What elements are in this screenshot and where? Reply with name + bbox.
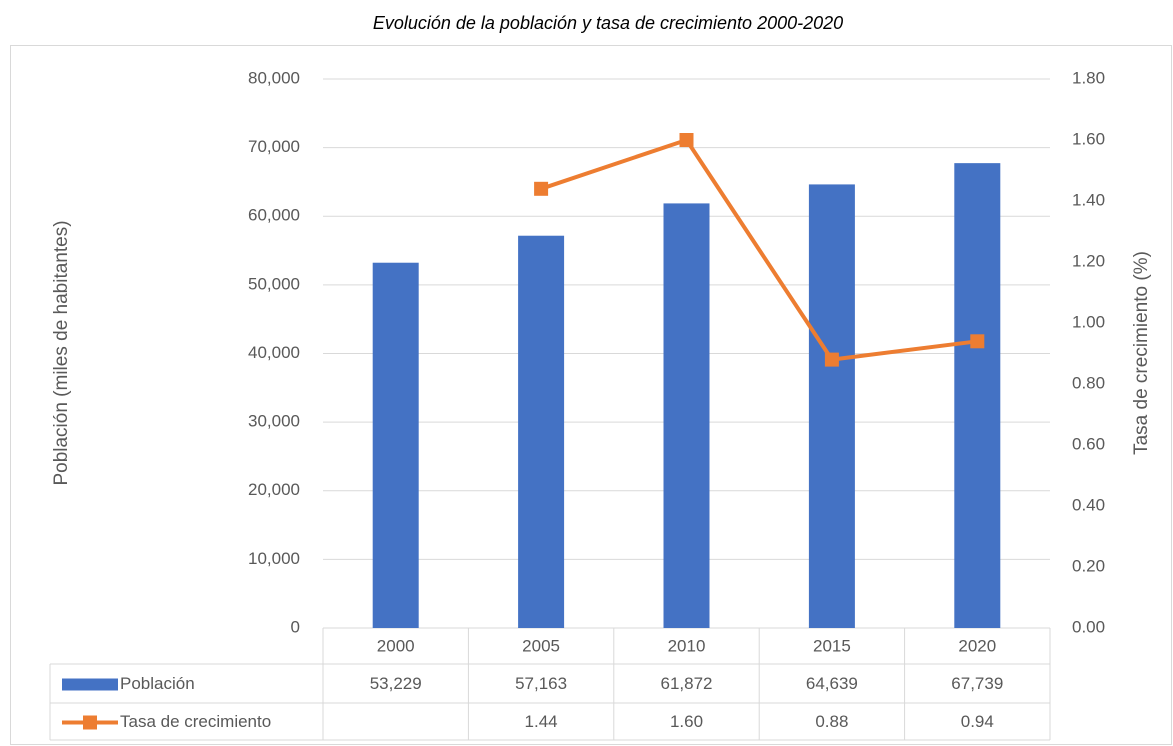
data-label: 64,639 bbox=[806, 674, 858, 693]
x-tick-label: 2010 bbox=[668, 636, 706, 655]
y2-tick-label: 1.40 bbox=[1072, 190, 1105, 209]
legend-key bbox=[62, 678, 118, 691]
x-tick-label: 2020 bbox=[958, 636, 996, 655]
y-tick-label: 50,000 bbox=[248, 274, 300, 293]
y-tick-label: 30,000 bbox=[248, 412, 300, 431]
y-tick-label: 20,000 bbox=[248, 480, 300, 499]
y2-tick-label: 1.20 bbox=[1072, 251, 1105, 270]
data-label: 67,739 bbox=[951, 674, 1003, 693]
marker bbox=[970, 334, 985, 349]
y2-tick-label: 1.60 bbox=[1072, 129, 1105, 148]
x-tick-label: 2000 bbox=[377, 636, 415, 655]
y2-tick-label: 1.80 bbox=[1072, 68, 1105, 87]
y2-tick-label: 1.00 bbox=[1072, 312, 1105, 331]
bar bbox=[808, 184, 855, 628]
bar bbox=[372, 262, 419, 628]
y-tick-label: 0 bbox=[291, 617, 300, 636]
y2-tick-label: 0.40 bbox=[1072, 495, 1105, 514]
line bbox=[540, 138, 978, 362]
data-label: 53,229 bbox=[370, 674, 422, 693]
bar bbox=[954, 163, 1001, 628]
data-label: 1.44 bbox=[525, 712, 558, 731]
x-tick-label: 2015 bbox=[813, 636, 851, 655]
x-tick-label: 2005 bbox=[522, 636, 560, 655]
y2-tick-label: 0.80 bbox=[1072, 373, 1105, 392]
data-label: 61,872 bbox=[661, 674, 713, 693]
bar bbox=[663, 203, 710, 629]
data-label: 0.88 bbox=[815, 712, 848, 731]
legend-label: Tasa de crecimiento bbox=[120, 712, 271, 731]
legend-label: Población bbox=[120, 674, 195, 693]
y2-tick-label: 0.00 bbox=[1072, 617, 1105, 636]
y-tick-label: 80,000 bbox=[248, 68, 300, 87]
data-label: 57,163 bbox=[515, 674, 567, 693]
data-label: 1.60 bbox=[670, 712, 703, 731]
chart-border bbox=[10, 45, 1172, 745]
y2-axis-title: Tasa de crecimiento (%) bbox=[1131, 251, 1152, 455]
y-tick-label: 10,000 bbox=[248, 549, 300, 568]
y2-tick-label: 0.60 bbox=[1072, 434, 1105, 453]
bar bbox=[518, 235, 565, 628]
y2-tick-label: 0.20 bbox=[1072, 556, 1105, 575]
marker bbox=[679, 133, 694, 147]
marker bbox=[534, 181, 549, 196]
y-axis-title: Población (miles de habitantes) bbox=[51, 220, 72, 485]
data-label: 0.94 bbox=[961, 712, 994, 731]
y-tick-label: 60,000 bbox=[248, 206, 300, 225]
legend-key bbox=[83, 715, 97, 730]
chart-title: Evolución de la población y tasa de crec… bbox=[373, 13, 843, 33]
y-tick-label: 70,000 bbox=[248, 137, 300, 156]
y-tick-label: 40,000 bbox=[248, 343, 300, 362]
marker bbox=[824, 352, 839, 367]
